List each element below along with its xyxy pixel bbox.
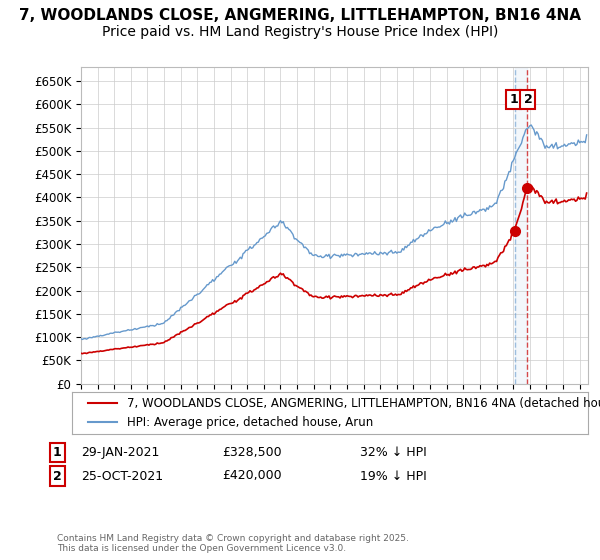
Text: 19% ↓ HPI: 19% ↓ HPI (360, 469, 427, 483)
Text: 32% ↓ HPI: 32% ↓ HPI (360, 446, 427, 459)
Bar (515, 67, 527, 384)
Text: 29-JAN-2021: 29-JAN-2021 (81, 446, 160, 459)
Text: 2: 2 (524, 94, 532, 106)
Text: 1: 1 (509, 94, 518, 106)
Text: Price paid vs. HM Land Registry's House Price Index (HPI): Price paid vs. HM Land Registry's House … (102, 25, 498, 39)
Text: £328,500: £328,500 (222, 446, 281, 459)
Text: 1: 1 (53, 446, 61, 459)
Text: 25-OCT-2021: 25-OCT-2021 (81, 469, 163, 483)
Text: 2: 2 (53, 469, 61, 483)
Legend: 7, WOODLANDS CLOSE, ANGMERING, LITTLEHAMPTON, BN16 4NA (detached house), HPI: Av: 7, WOODLANDS CLOSE, ANGMERING, LITTLEHAM… (83, 393, 600, 433)
Text: 7, WOODLANDS CLOSE, ANGMERING, LITTLEHAMPTON, BN16 4NA: 7, WOODLANDS CLOSE, ANGMERING, LITTLEHAM… (19, 8, 581, 24)
Text: Contains HM Land Registry data © Crown copyright and database right 2025.
This d: Contains HM Land Registry data © Crown c… (57, 534, 409, 553)
Text: £420,000: £420,000 (222, 469, 281, 483)
